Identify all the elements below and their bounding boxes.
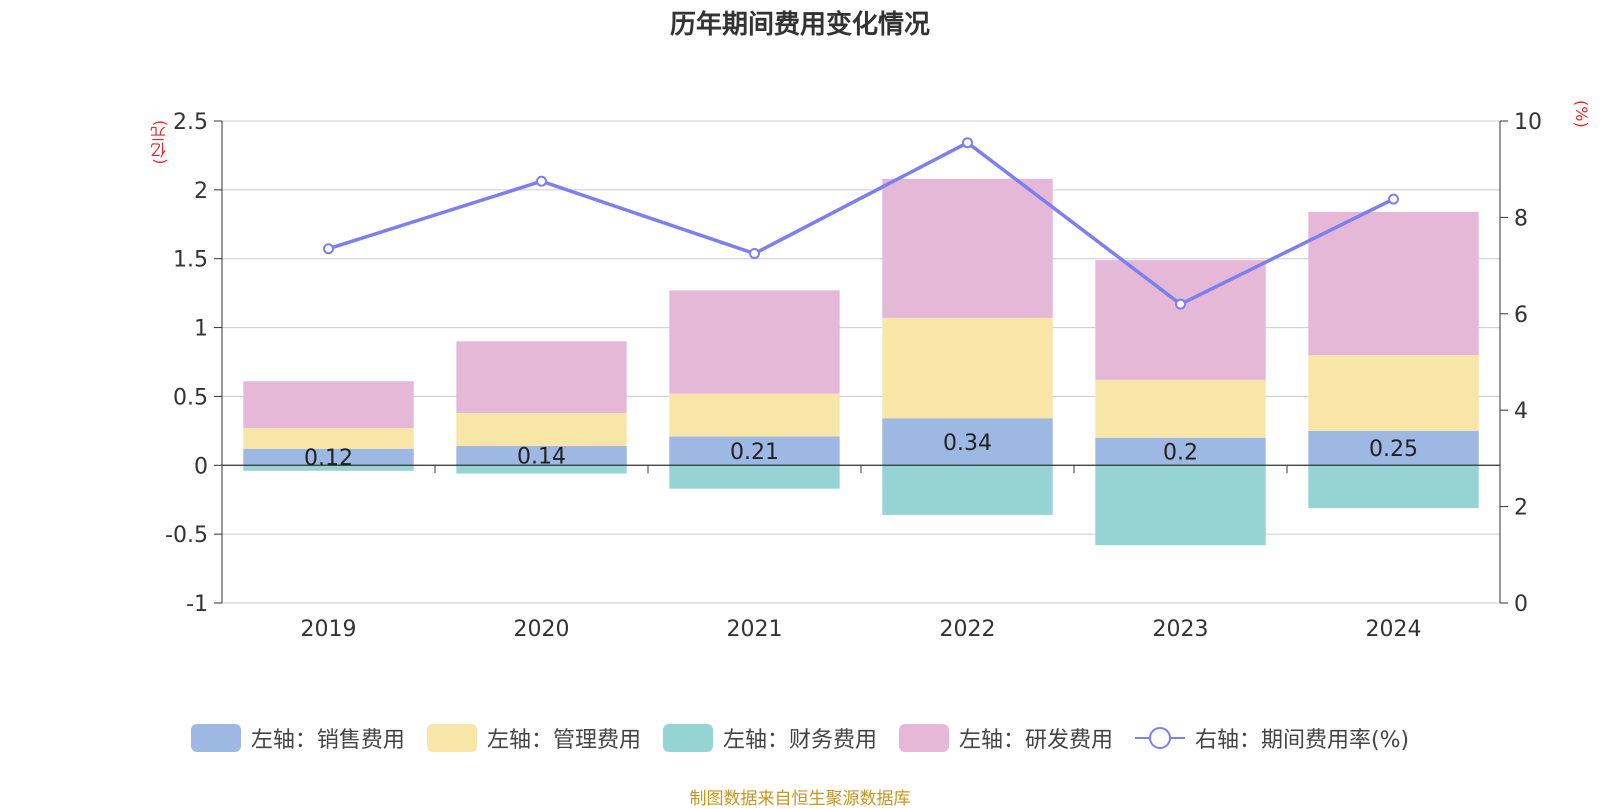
legend-item-expense-rate[interactable]: 右轴：期间费用率(%) bbox=[1134, 722, 1410, 754]
bar-segment bbox=[669, 290, 840, 394]
x-tick-label: 2022 bbox=[940, 617, 996, 642]
bar-data-label: 0.34 bbox=[943, 431, 992, 456]
left-tick-label: -0.5 bbox=[165, 523, 208, 548]
left-tick-label: 2 bbox=[194, 179, 208, 204]
expense-rate-line bbox=[327, 140, 1395, 307]
x-tick-label: 2024 bbox=[1366, 617, 1422, 642]
chart-title: 历年期间费用变化情况 bbox=[669, 10, 930, 40]
right-tick-label: 0 bbox=[1514, 592, 1528, 617]
bar-segment bbox=[456, 446, 627, 466]
expense-rate-point bbox=[536, 175, 547, 187]
bar-segment bbox=[882, 178, 1053, 318]
left-tick-label: -1 bbox=[186, 592, 208, 617]
source-note: 制图数据来自恒生聚源数据库 bbox=[689, 789, 911, 809]
expense-rate-point bbox=[323, 243, 334, 255]
bar-segment bbox=[456, 341, 627, 413]
legend-swatch-admin bbox=[426, 724, 477, 752]
expense-rate-point bbox=[1175, 298, 1186, 310]
bar-segment bbox=[1095, 379, 1266, 438]
legend-swatch-sales bbox=[190, 724, 241, 752]
bar-segment bbox=[243, 465, 414, 471]
right-tick-label: 6 bbox=[1514, 303, 1528, 328]
bar-segment bbox=[456, 412, 627, 447]
bar-segment bbox=[1095, 437, 1266, 466]
bar-segment bbox=[882, 317, 1053, 419]
bar-segment bbox=[669, 393, 840, 437]
bar-data-label: 0.12 bbox=[304, 446, 353, 471]
expense-rate-point bbox=[962, 137, 973, 149]
left-tick-label: 0 bbox=[194, 454, 208, 479]
bar-segment bbox=[1308, 211, 1479, 356]
bar-segment bbox=[456, 465, 627, 474]
bar-segment bbox=[243, 428, 414, 449]
legend-swatch-finance bbox=[662, 724, 713, 752]
x-tick-label: 2019 bbox=[301, 617, 357, 642]
legend-label-rnd: 左轴：研发费用 bbox=[958, 728, 1113, 753]
bar-segment bbox=[1095, 465, 1266, 546]
left-tick-label: 2.5 bbox=[173, 110, 208, 135]
bar-data-label: 0.25 bbox=[1369, 437, 1418, 462]
chart-canvas: 2.5 2 1.5 1 0.5 0 -0.5 -1 10 8 6 4 2 0 0.12 0.14 0.21 0.3… bbox=[165, 110, 1542, 642]
bar-segment bbox=[1308, 355, 1479, 431]
bar-segment bbox=[243, 448, 414, 466]
left-tick-label: 1.5 bbox=[173, 248, 208, 273]
right-tick-label: 10 bbox=[1514, 110, 1542, 135]
bar-segment bbox=[669, 465, 840, 489]
right-tick-label: 8 bbox=[1514, 206, 1528, 231]
bar-segment bbox=[669, 436, 840, 466]
left-tick-label: 1 bbox=[194, 317, 208, 342]
legend-item-finance[interactable]: 左轴：财务费用 bbox=[662, 722, 877, 754]
bar-segment bbox=[1308, 430, 1479, 466]
bar-segment bbox=[882, 465, 1053, 515]
bar-data-label: 0.14 bbox=[517, 445, 566, 470]
expense-rate-point bbox=[749, 248, 760, 260]
legend-item-sales[interactable]: 左轴：销售费用 bbox=[190, 722, 405, 754]
right-tick-label: 4 bbox=[1514, 399, 1528, 424]
bar-segment bbox=[1308, 465, 1479, 508]
legend-label-finance: 左轴：财务费用 bbox=[722, 728, 877, 753]
legend-item-admin[interactable]: 左轴：管理费用 bbox=[426, 722, 641, 754]
bar-segment bbox=[1095, 260, 1266, 380]
right-tick-label: 2 bbox=[1514, 496, 1528, 521]
legend-label-admin: 左轴：管理费用 bbox=[486, 728, 641, 753]
bar-segment bbox=[882, 418, 1053, 466]
legend-label-sales: 左轴：销售费用 bbox=[250, 728, 405, 753]
bar-data-label: 0.21 bbox=[730, 440, 779, 465]
x-tick-label: 2023 bbox=[1153, 617, 1209, 642]
right-axis-unit: (%) bbox=[1572, 100, 1591, 128]
bar-data-label: 0.2 bbox=[1163, 441, 1198, 466]
legend-label-expense-rate: 右轴：期间费用率(%) bbox=[1194, 728, 1410, 753]
x-tick-label: 2020 bbox=[514, 617, 570, 642]
legend-swatch-expense-rate bbox=[1134, 727, 1185, 749]
expense-rate-point bbox=[1388, 193, 1399, 205]
legend-item-rnd[interactable]: 左轴：研发费用 bbox=[898, 722, 1113, 754]
x-tick-label: 2021 bbox=[727, 617, 783, 642]
bar-segment bbox=[243, 381, 414, 429]
legend-swatch-rnd bbox=[898, 724, 949, 752]
legend: 左轴：销售费用 左轴：管理费用 左轴：财务费用 左轴：研发费用 右轴：期间费用率… bbox=[0, 722, 1600, 754]
left-tick-label: 0.5 bbox=[173, 385, 208, 410]
